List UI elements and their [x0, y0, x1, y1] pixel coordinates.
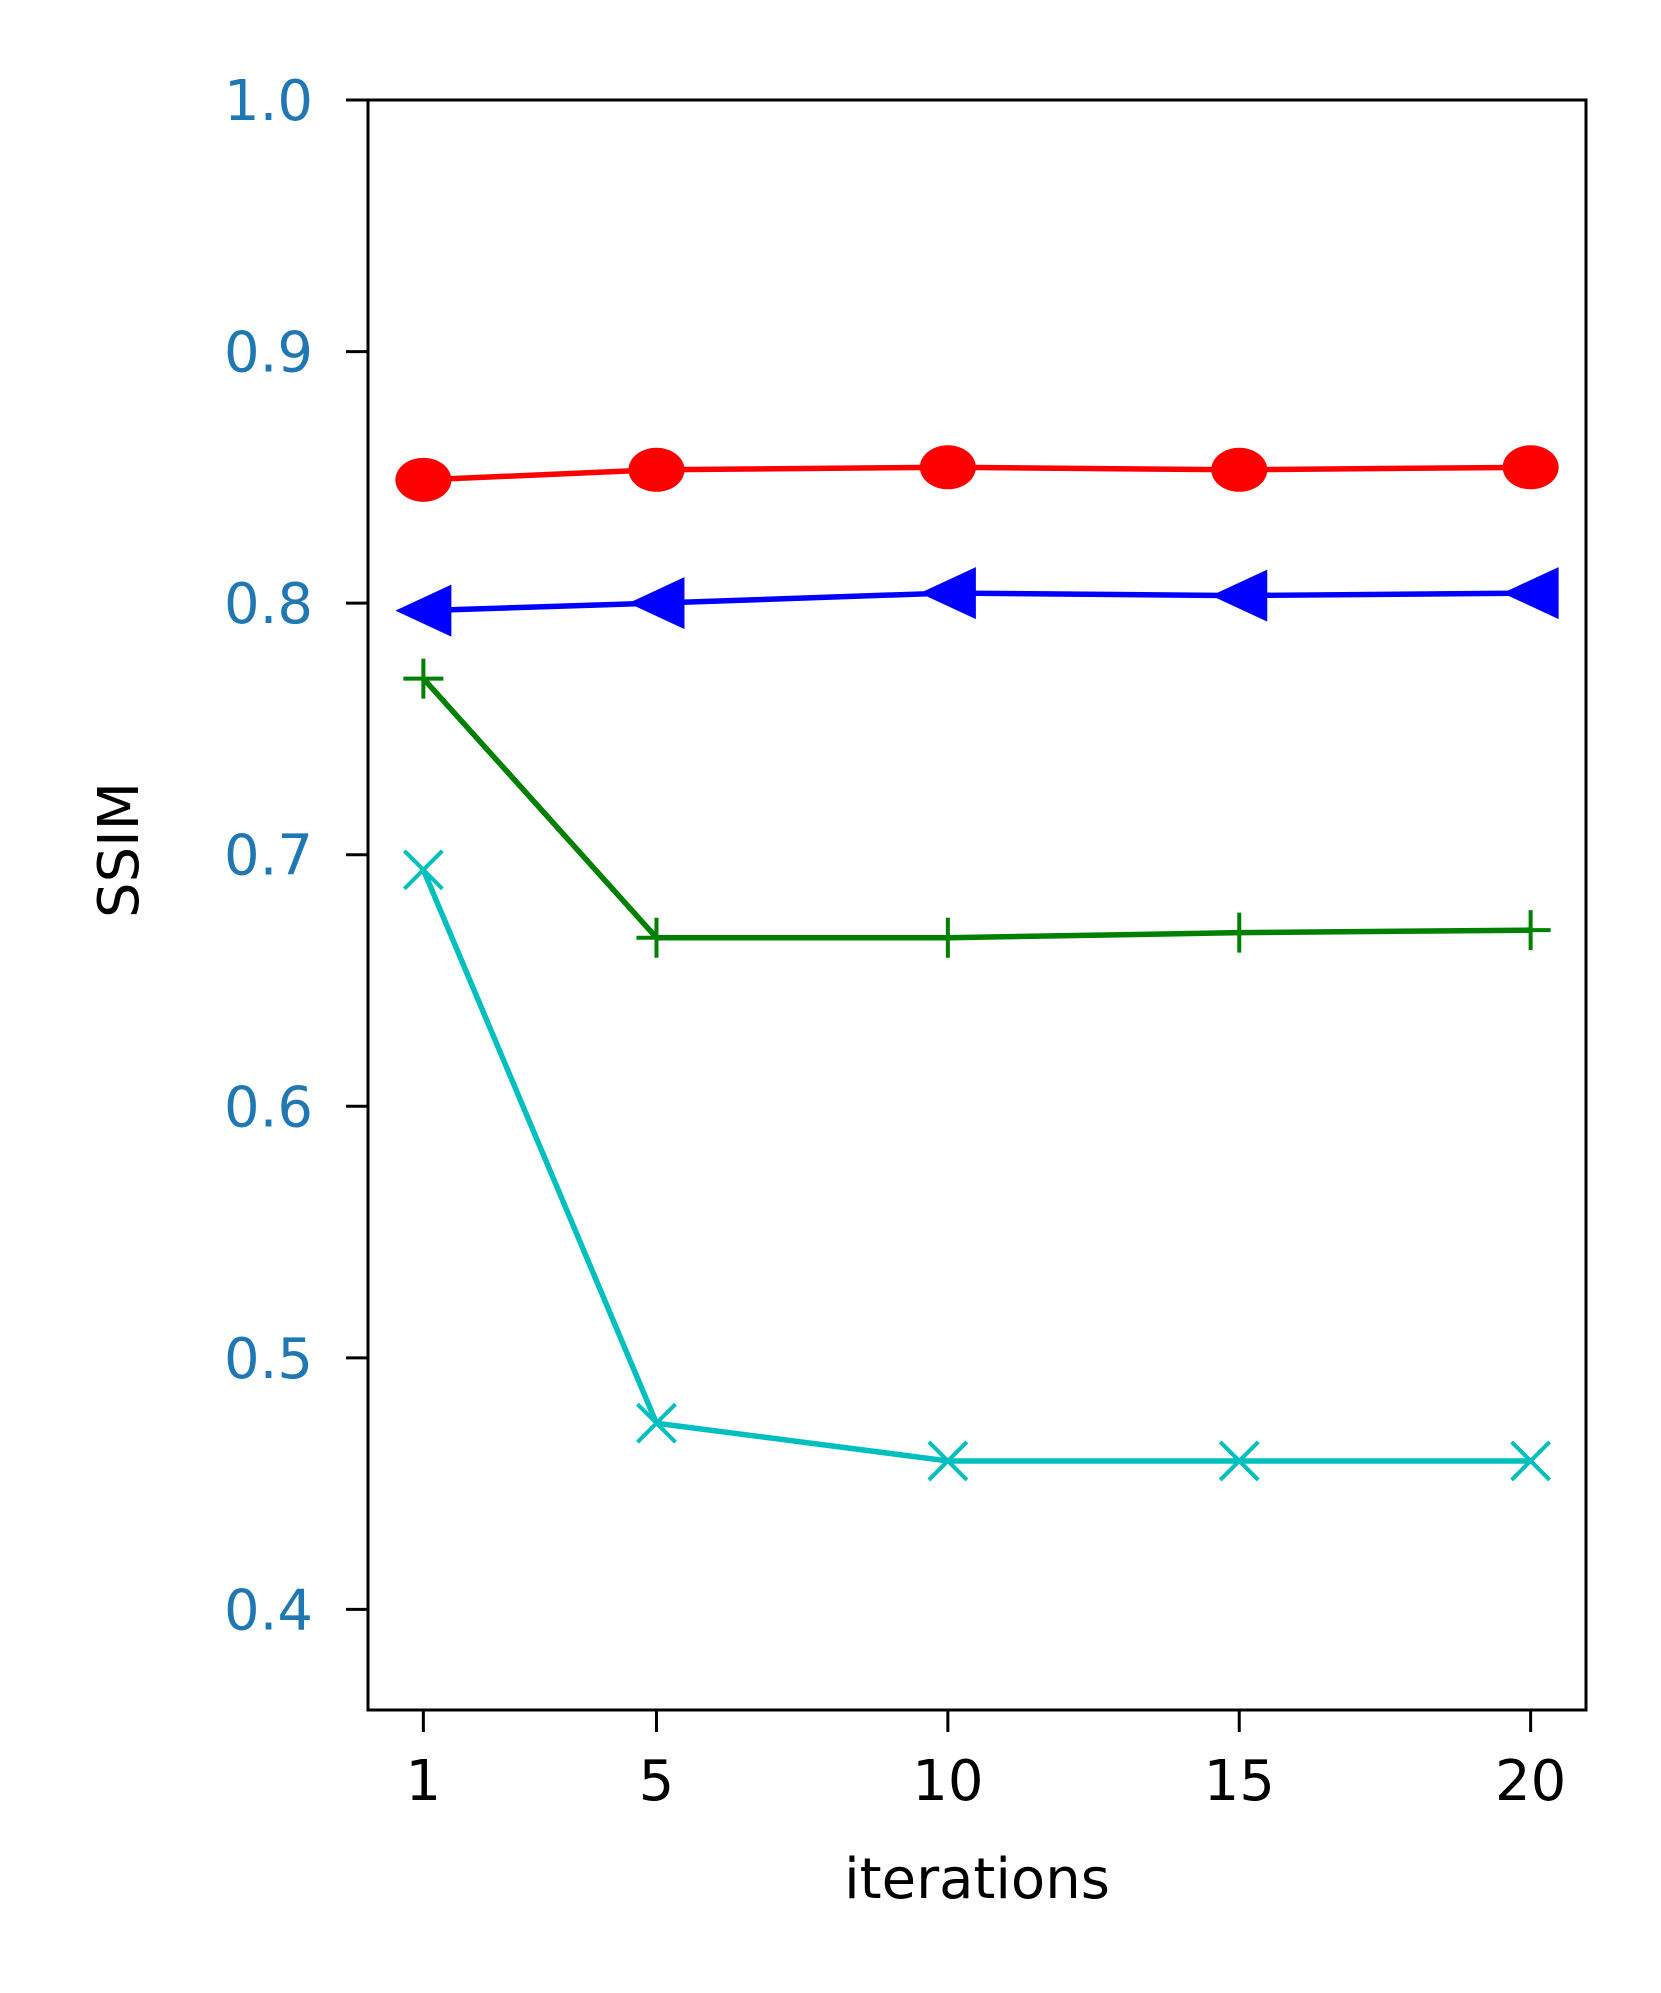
data-point	[1218, 1440, 1260, 1482]
y-tick-label: 0.7	[224, 824, 313, 889]
series-line	[420, 868, 1531, 1464]
y-axis: 0.4 0.5 0.6 0.7 0.8 0.9 1.0	[224, 69, 368, 1643]
data-point	[1211, 447, 1268, 492]
data-point	[636, 917, 677, 958]
y-tick-label: 0.5	[224, 1327, 313, 1392]
series-line	[423, 590, 1531, 614]
data-point	[1502, 567, 1559, 620]
data-point	[628, 577, 685, 630]
series-0	[395, 445, 1559, 502]
series-layer	[395, 445, 1559, 1482]
y-tick-label: 0.6	[224, 1075, 313, 1140]
series-line	[421, 676, 1531, 941]
data-point	[927, 917, 968, 958]
y-tick-label: 0.8	[224, 572, 313, 637]
x-axis-label: iterations	[844, 1847, 1110, 1912]
plot-frame	[366, 98, 1588, 1712]
series-1	[395, 567, 1559, 637]
series-3	[402, 849, 1552, 1482]
x-tick-label: 10	[912, 1749, 983, 1814]
x-axis: 1 5 10 15 20	[406, 1710, 1566, 1814]
data-point	[636, 1402, 677, 1444]
data-point	[628, 447, 685, 492]
data-point	[403, 658, 444, 699]
data-point	[1510, 1440, 1552, 1482]
x-tick-label: 15	[1204, 1749, 1275, 1814]
data-point	[395, 457, 452, 502]
y-tick-label: 0.4	[224, 1578, 313, 1643]
series-line	[423, 464, 1531, 483]
data-point	[927, 1440, 969, 1482]
data-point	[1510, 910, 1551, 951]
y-axis-label: SSIM	[87, 782, 152, 918]
y-tick-label: 1.0	[224, 69, 313, 134]
data-point	[1502, 445, 1559, 490]
y-tick-label: 0.9	[224, 321, 313, 386]
data-point	[919, 567, 976, 620]
data-point	[402, 849, 444, 891]
data-point	[1211, 569, 1268, 622]
x-tick-label: 5	[639, 1749, 675, 1814]
data-point	[395, 584, 452, 637]
series-2	[403, 658, 1551, 958]
x-tick-label: 20	[1495, 1749, 1566, 1814]
data-point	[919, 445, 976, 490]
data-point	[1219, 912, 1260, 953]
x-tick-label: 1	[406, 1749, 442, 1814]
